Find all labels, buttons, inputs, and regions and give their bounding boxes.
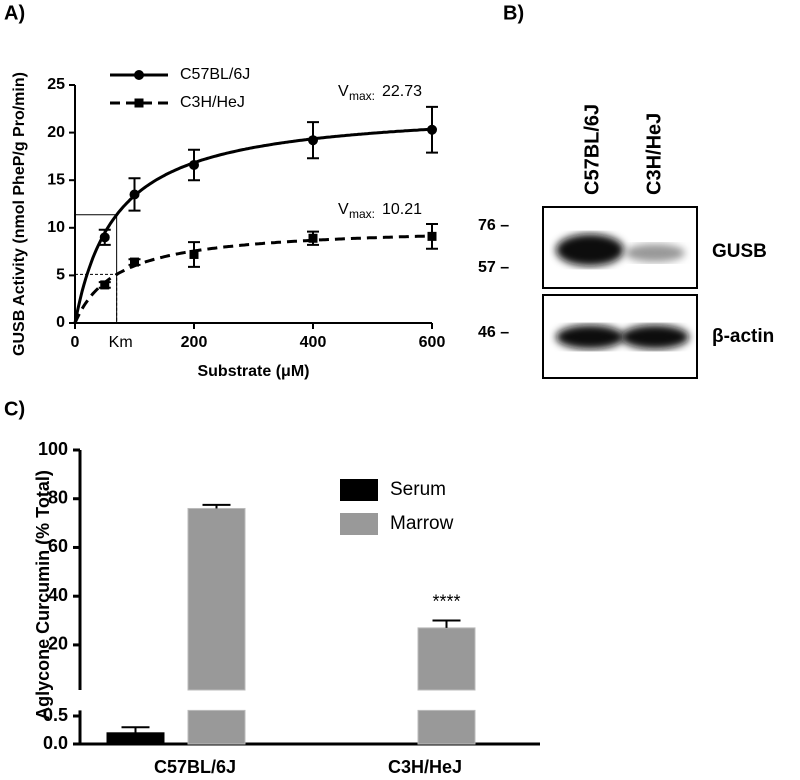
x-tick-label: C57BL/6J (154, 757, 236, 777)
point (308, 233, 318, 243)
vmax-symbol: V (338, 201, 349, 218)
point (427, 124, 437, 135)
band-label: β-actin (712, 326, 774, 347)
y-tick-label: 40 (48, 585, 68, 605)
lane-label: C3H/HeJ (643, 113, 665, 195)
annotation: **** (432, 591, 460, 611)
band (556, 325, 624, 349)
panel-label: C) (4, 398, 25, 420)
km-guide (75, 214, 118, 323)
y-tick-label: 80 (48, 487, 68, 507)
marker-label: 76 – (478, 217, 509, 234)
panel-label: A) (4, 2, 25, 24)
legend-swatch (340, 479, 378, 501)
y-tick-label: 0.5 (43, 705, 68, 725)
band (621, 325, 689, 349)
x-tick-label: 400 (300, 334, 327, 351)
vmax-value: 22.73 (382, 83, 422, 100)
legend-marker (134, 98, 144, 108)
point (189, 249, 199, 259)
y-tick-label: 20 (48, 634, 68, 654)
point (99, 232, 110, 243)
band-label: GUSB (712, 241, 767, 262)
km-label: Km (109, 334, 133, 351)
bar (187, 507, 246, 691)
panel-label: B) (503, 2, 524, 24)
legend-marker (134, 70, 144, 80)
point (129, 189, 140, 200)
bar (187, 709, 246, 745)
y-axis-title: Aglycone Curcumin (% Total) (33, 470, 53, 720)
y-tick-label: 100 (38, 439, 68, 459)
legend-label: Marrow (390, 513, 454, 534)
legend-swatch (340, 513, 378, 535)
legend-label: C57BL/6J (180, 66, 250, 83)
band (556, 234, 624, 266)
legend-label: C3H/HeJ (180, 94, 245, 111)
vmax-symbol: V (338, 83, 349, 100)
error-bar (121, 726, 150, 733)
y-tick-label: 0.0 (43, 733, 68, 753)
error-bar (432, 619, 461, 628)
point (130, 257, 139, 267)
fit-curve (73, 234, 432, 324)
vmax-sub: max: (349, 207, 375, 221)
lane-label: C57BL/6J (581, 104, 603, 195)
x-tick-label: 600 (419, 334, 446, 351)
y-tick-label: 20 (47, 124, 65, 141)
vmax-sub: max: (349, 89, 375, 103)
point (308, 135, 318, 146)
y-tick-label: 25 (47, 76, 65, 93)
x-axis-title: Substrate (μM) (197, 363, 309, 380)
marker-label: 46 – (478, 324, 509, 341)
y-tick-label: 5 (56, 267, 65, 284)
y-tick-label: 60 (48, 536, 68, 556)
marker-label: 57 – (478, 259, 509, 276)
x-tick-label: C3H/HeJ (388, 757, 462, 777)
y-axis-title: GUSB Activity (nmol PheP/g Pro/min) (11, 72, 28, 356)
x-tick-label: 200 (181, 334, 208, 351)
bar (336, 743, 395, 745)
band (625, 244, 685, 262)
vmax-value: 10.21 (382, 201, 422, 218)
point (427, 231, 437, 241)
y-tick-label: 10 (47, 219, 65, 236)
x-tick-label: 0 (71, 334, 80, 351)
error-bar (202, 503, 231, 509)
bar (417, 709, 476, 745)
legend-label: Serum (390, 479, 446, 500)
y-tick-label: 0 (56, 314, 65, 331)
fit-curve (73, 127, 433, 324)
bar (417, 627, 476, 691)
point (100, 280, 110, 290)
y-tick-label: 15 (47, 171, 65, 188)
bar (106, 732, 165, 745)
point (189, 159, 199, 170)
